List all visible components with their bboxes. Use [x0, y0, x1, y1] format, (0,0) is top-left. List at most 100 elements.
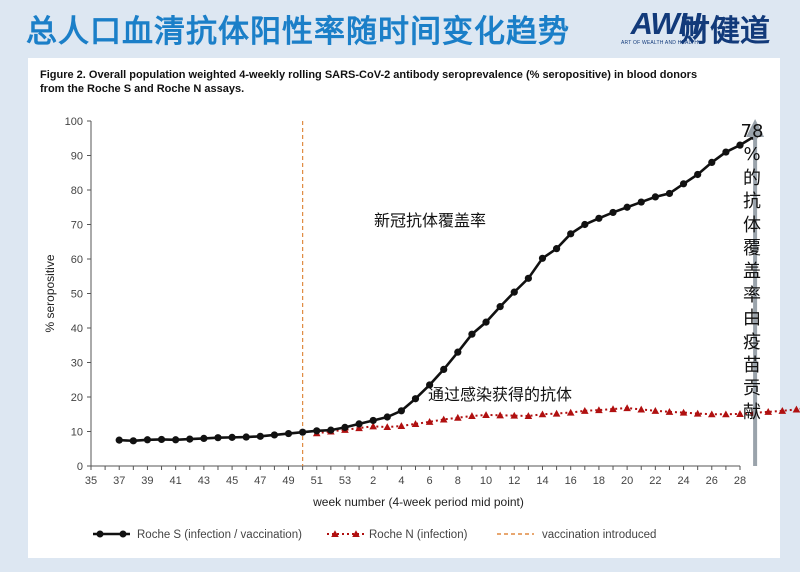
series-roche-n-point [552, 409, 561, 417]
series-roche-n-point [736, 410, 744, 417]
chart-panel [28, 58, 780, 558]
series-roche-s-point [581, 220, 589, 229]
series-roche-n-point [425, 418, 434, 425]
side-note-char: 贡 [743, 378, 761, 400]
x-tick-label: 14 [536, 475, 548, 487]
annotation-n-curve: 通过感染获得的抗体 [428, 385, 572, 404]
x-tick-label: 22 [649, 475, 661, 487]
side-note-char: 78 [740, 121, 764, 142]
series-roche-s-point [284, 429, 293, 438]
y-tick-label: 20 [71, 392, 83, 404]
x-tick-label: 26 [706, 475, 718, 487]
series-roche-s-line [119, 135, 755, 443]
legend-item-vaccination: vaccination introduced [497, 529, 656, 541]
series-roche-s-point [623, 203, 631, 211]
legend-label-vaccination: vaccination introduced [542, 529, 656, 541]
series-roche-n-point [383, 423, 392, 431]
series-roche-n-point [566, 408, 575, 416]
series-roche-s-point [228, 433, 236, 441]
x-axis-label: week number (4-week period mid point) [312, 495, 524, 509]
series-roche-n-point [595, 406, 603, 414]
series-roche-n-point [693, 409, 702, 417]
series-roche-s-point [129, 437, 137, 445]
series-roche-s-point [538, 254, 547, 262]
series-roche-s-point [679, 180, 688, 188]
x-tick-label: 6 [427, 475, 433, 487]
series-roche-n-point [764, 408, 773, 415]
coverage-arrow-shaft [753, 135, 758, 466]
series-roche-s-point [383, 413, 391, 421]
y-tick-label: 60 [71, 254, 83, 266]
x-tick-label: 35 [85, 475, 97, 487]
y-tick-label: 100 [65, 116, 83, 128]
brand-logo-subtitle: ART OF WEALTH AND HEALTH [621, 40, 699, 46]
series-roche-s-point [524, 274, 532, 282]
chart-caption: Figure 2. Overall population weighted 4-… [40, 69, 698, 95]
series-roche-n-point [707, 410, 716, 418]
series-roche-s-point [143, 436, 152, 444]
series-roche-s-point [454, 348, 462, 356]
page-title: 总人口血清抗体阳性率随时间变化趋势 [26, 14, 570, 50]
series-roche-s-point [313, 427, 321, 435]
series-roche-s-point [341, 423, 349, 431]
series-roche-s-point [256, 432, 264, 440]
series-roche-n-point [482, 411, 490, 418]
x-tick-label: 4 [398, 475, 404, 487]
series-roche-n-point [355, 424, 363, 432]
coverage-arrow-head [746, 119, 765, 137]
series-roche-n-point [397, 422, 406, 430]
series-roche-s-point [299, 428, 307, 436]
axes [90, 121, 740, 467]
y-tick-label: 10 [71, 427, 83, 439]
side-note-char: 由 [743, 308, 761, 330]
brand-logo-mark: AWH [630, 6, 701, 41]
x-tick-label: 16 [565, 475, 577, 487]
x-tick-label: 2 [370, 475, 376, 487]
series-roche-s-point [411, 395, 420, 403]
series-roche-s-point [270, 431, 279, 439]
series-roche-s-point [242, 433, 250, 441]
series-roche-n-point [454, 413, 462, 421]
series-roche-s-point [327, 426, 335, 434]
series-roche-s-point [609, 208, 617, 217]
series-roche-s-point [496, 303, 504, 311]
y-tick-label: 0 [77, 461, 83, 473]
series-roche-n-point [623, 404, 631, 412]
series-roche-n-point [792, 405, 800, 413]
series-roche-s-point [468, 330, 476, 338]
series-roche-s-point [172, 436, 180, 444]
series-roche-s-point [665, 189, 674, 198]
y-tick-label: 40 [71, 323, 83, 335]
y-tick-label: 80 [71, 185, 83, 197]
series-roche-s-point [157, 435, 166, 444]
legend-label-roche-n: Roche N (infection) [369, 529, 468, 541]
x-tick-label: 45 [226, 475, 238, 487]
series-roche-n-point [439, 415, 448, 423]
series-roche-n-point [679, 408, 688, 416]
series-roche-s-point [200, 434, 208, 442]
y-tick-label: 90 [71, 151, 83, 163]
series-roche-n-point [411, 420, 420, 427]
legend-label-roche-s: Roche S (infection / vaccination) [137, 529, 302, 541]
series-roche-n-point [538, 410, 547, 418]
series-roche-n-point [468, 412, 476, 420]
series-roche-n-point [510, 411, 519, 419]
side-note-char: 疫 [743, 331, 761, 353]
series-roche-s-point [736, 141, 744, 149]
legend: Roche S (infection / vaccination) Roche … [93, 529, 656, 541]
y-ticks: 0 10 20 30 40 50 60 70 80 90 100 [65, 116, 91, 473]
series-roche-n-point [651, 407, 660, 414]
side-note-char: 献 [743, 401, 761, 423]
side-note-char: 率 [743, 284, 761, 306]
legend-item-roche-s: Roche S (infection / vaccination) [93, 529, 302, 541]
series-roche-n-point [369, 422, 377, 430]
y-tick-label: 30 [71, 358, 83, 370]
series-roche-s-point [567, 230, 575, 238]
x-tick-label: 10 [480, 475, 492, 487]
side-note-char: 盖 [743, 261, 761, 283]
x-tick-label: 37 [113, 475, 125, 487]
side-note-char: 抗 [743, 191, 761, 213]
x-tick-label: 39 [141, 475, 153, 487]
series-roche-s-point [369, 416, 377, 425]
